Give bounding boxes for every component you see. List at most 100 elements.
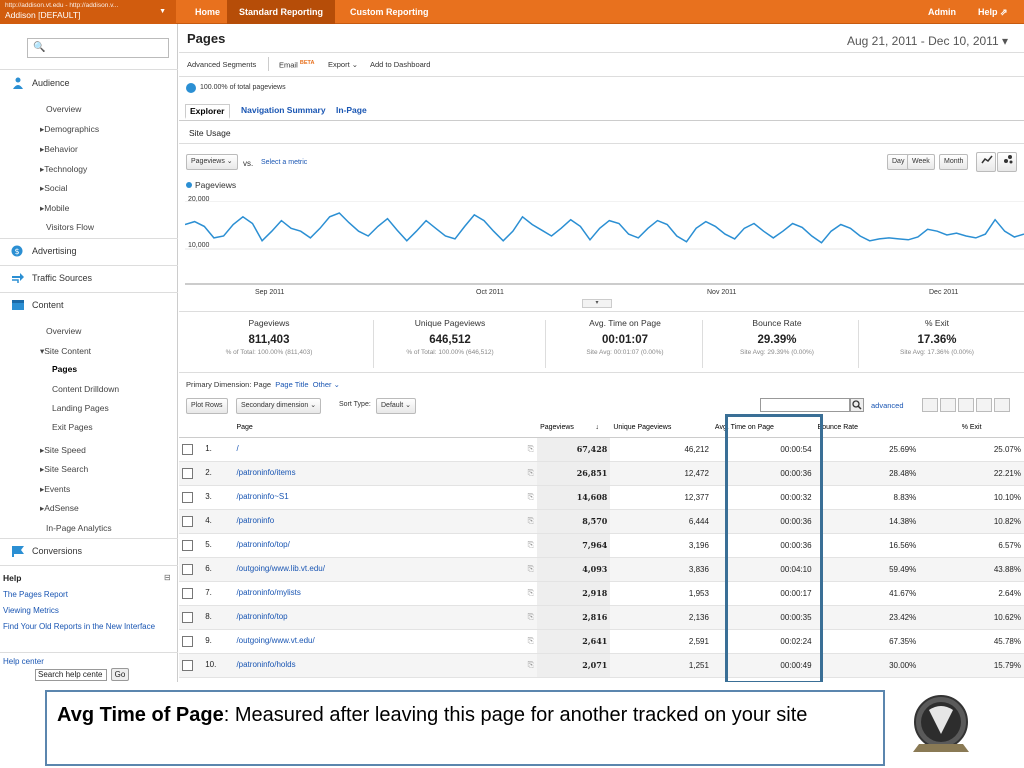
dim-page[interactable]: Page [253,380,272,389]
account-selector[interactable]: http://addison.vt.edu - http://addison.v… [0,0,176,24]
row-checkbox[interactable] [182,635,193,647]
pivot-view-icon[interactable] [994,398,1010,412]
external-link-icon[interactable]: ⎘ [527,564,535,573]
table-row[interactable]: 1. / ⎘ 67,428 46,212 00:00:54 25.69% 25.07% [179,437,1024,462]
table-filter-input[interactable] [760,398,850,412]
sidebar-item-social[interactable]: ▸Social [40,183,68,193]
col-unique-pageviews[interactable]: Unique Pageviews [610,419,712,438]
site-usage-tab[interactable]: Site Usage [189,128,231,138]
sidebar-section-conversions[interactable]: Conversions [0,542,178,562]
sidebar-item-demographics[interactable]: ▸Demographics [40,124,100,134]
performance-view-icon[interactable] [958,398,974,412]
advanced-segments-button[interactable]: Advanced Segments [187,60,257,69]
search-icon[interactable] [850,398,864,412]
row-checkbox[interactable] [182,515,193,527]
external-link-icon[interactable]: ⎘ [527,516,535,525]
table-row[interactable]: 5. /patroninfo/top/ ⎘ 7,964 3,196 00:00:36 16.… [179,533,1024,558]
sidebar-item-site-search[interactable]: ▸Site Search [40,464,89,474]
sidebar-item-site-speed[interactable]: ▸Site Speed [40,445,86,455]
external-link-icon[interactable]: ⎘ [527,588,535,597]
row-checkbox[interactable] [182,539,193,551]
sidebar-item-content-drilldown[interactable]: Content Drilldown [52,384,120,394]
sidebar-item-overview[interactable]: Overview [46,104,82,114]
line-chart-icon[interactable] [976,152,996,172]
sidebar-section-traffic-sources[interactable]: Traffic Sources [0,269,178,289]
table-row[interactable]: 4. /patroninfo ⎘ 8,570 6,444 00:00:36 14.38% 10… [179,509,1024,534]
external-link-icon[interactable]: ⎘ [527,492,535,501]
help-center-link[interactable]: Help center [3,657,44,666]
help-link-viewing-metrics[interactable]: Viewing Metrics [3,606,59,615]
help-go-button[interactable]: Go [111,668,129,681]
external-link-icon[interactable]: ⎘ [527,636,535,645]
row-checkbox[interactable] [182,587,193,599]
sidebar-item-mobile[interactable]: ▸Mobile [40,203,70,213]
sidebar-item-behavior[interactable]: ▸Behavior [40,144,78,154]
col-exit[interactable]: % Exit [919,419,1024,438]
add-to-dashboard-button[interactable]: Add to Dashboard [370,60,431,69]
external-link-icon[interactable]: ⎘ [527,612,535,621]
sidebar-search-input[interactable]: 🔍 [27,38,169,58]
nav-standard-reporting[interactable]: Standard Reporting [227,0,336,24]
table-row[interactable]: 3. /patroninfo~S1 ⎘ 14,608 12,377 00:00:32 8.8… [179,485,1024,510]
page-link[interactable]: / [236,444,239,453]
month-button[interactable]: Month [939,154,969,170]
pie-view-icon[interactable] [940,398,956,412]
row-checkbox[interactable] [182,443,193,455]
table-row[interactable]: 6. /outgoing/www.lib.vt.edu/ ⎘ 4,093 3,836 00… [179,557,1024,582]
select-metric-link[interactable]: Select a metric [261,159,308,166]
sidebar-item-content-overview[interactable]: Overview [46,326,82,336]
page-link[interactable]: /patroninfo/mylists [236,588,301,597]
row-checkbox[interactable] [182,491,193,503]
email-button[interactable]: Email BETA [279,60,315,70]
sort-type-dropdown[interactable]: Default ⌄ [376,398,416,414]
page-link[interactable]: /patroninfo [236,516,275,525]
external-link-icon[interactable]: ⎘ [527,660,535,669]
export-button[interactable]: Export ⌄ [328,60,359,69]
tab-navigation-summary[interactable]: Navigation Summary [241,105,326,115]
comparison-view-icon[interactable] [976,398,992,412]
week-button[interactable]: Week [907,154,935,170]
page-link[interactable]: /patroninfo/holds [236,660,296,669]
dim-other[interactable]: Other ⌄ [312,380,340,389]
tab-in-page[interactable]: In-Page [336,105,367,115]
sidebar-section-audience[interactable]: Audience [0,74,178,94]
sidebar-item-site-content[interactable]: ▾Site Content [40,346,92,356]
sidebar-item-adsense[interactable]: ▸AdSense [40,503,79,513]
sidebar-item-exit-pages[interactable]: Exit Pages [52,422,93,432]
col-bounce-rate[interactable]: Bounce Rate [814,419,920,438]
col-avg-time[interactable]: Avg. Time on Page [711,419,815,438]
metric-select-dropdown[interactable]: Pageviews ⌄ [186,154,238,170]
page-link[interactable]: /patroninfo/items [236,468,296,477]
help-link-pages-report[interactable]: The Pages Report [3,590,68,599]
row-checkbox[interactable] [182,659,193,671]
sidebar-section-advertising[interactable]: $ Advertising [0,242,178,262]
page-link[interactable]: /patroninfo/top [236,612,288,621]
external-link-icon[interactable]: ⎘ [527,468,535,477]
dim-page-title[interactable]: Page Title [275,380,309,389]
page-link[interactable]: /outgoing/www.lib.vt.edu/ [236,564,325,573]
collapse-chart-handle[interactable]: ▾ [582,299,612,308]
collapse-icon[interactable]: ⊟ [164,573,171,582]
help-link-old-reports[interactable]: Find Your Old Reports in the New Interfa… [3,622,156,631]
col-pageviews[interactable]: Pageviews ↓ [537,419,611,438]
row-checkbox[interactable] [182,611,193,623]
table-view-icon[interactable] [922,398,938,412]
nav-home[interactable]: Home [195,7,221,17]
external-link-icon[interactable]: ⎘ [527,540,535,549]
date-range-picker[interactable]: Aug 21, 2011 - Dec 10, 2011 ▾ [846,34,1008,48]
advanced-filter-link[interactable]: advanced [871,401,904,410]
external-link-icon[interactable]: ⎘ [527,444,535,453]
sidebar-item-events[interactable]: ▸Events [40,484,71,494]
page-link[interactable]: /patroninfo/top/ [236,540,290,549]
motion-chart-icon[interactable] [997,152,1017,172]
sidebar-item-technology[interactable]: ▸Technology [40,164,88,174]
table-row[interactable]: 9. /outgoing/www.vt.edu/ ⎘ 2,641 2,591 00:02:… [179,629,1024,654]
nav-admin[interactable]: Admin [928,7,956,17]
sidebar-item-pages[interactable]: Pages [52,364,78,374]
nav-custom-reporting[interactable]: Custom Reporting [350,7,429,17]
table-row[interactable]: 10. /patroninfo/holds ⎘ 2,071 1,251 00:00:49 3… [179,653,1024,678]
table-row[interactable]: 2. /patroninfo/items ⎘ 26,851 12,472 00:00:36… [179,461,1024,486]
sidebar-section-content[interactable]: Content [0,296,178,316]
sidebar-item-landing-pages[interactable]: Landing Pages [52,403,109,413]
table-row[interactable]: 7. /patroninfo/mylists ⎘ 2,918 1,953 00:00:17… [179,581,1024,606]
